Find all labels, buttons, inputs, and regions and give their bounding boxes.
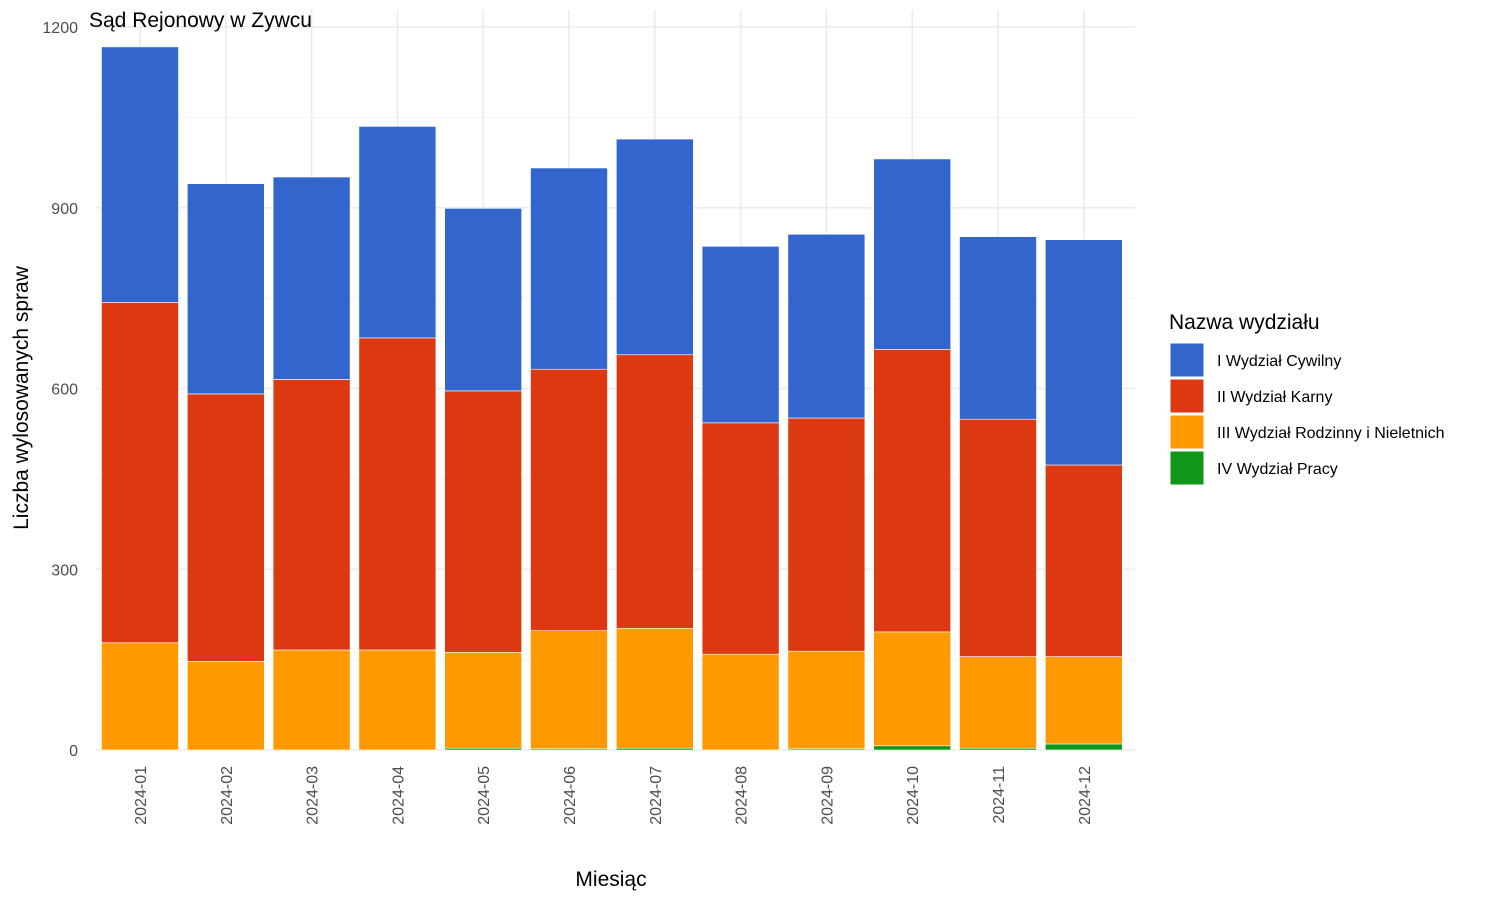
- bar-segment: [272, 176, 351, 380]
- bar-segment: [530, 368, 608, 632]
- bar-segment: [101, 302, 179, 644]
- legend-key: [1169, 450, 1205, 486]
- x-tick-label: 2024-06: [562, 766, 579, 825]
- bar-segment: [101, 642, 179, 751]
- bar-segment: [358, 126, 437, 339]
- bar-segment: [615, 354, 694, 629]
- y-tick-label: 600: [51, 382, 78, 399]
- bar-segment: [187, 393, 265, 662]
- bar-segment: [873, 349, 952, 633]
- bar-segment: [187, 183, 265, 395]
- bar-segment: [358, 337, 437, 651]
- x-axis-title: Miesiąc: [575, 868, 646, 891]
- x-tick-label: 2024-04: [390, 766, 407, 825]
- bar-segment: [444, 390, 523, 653]
- bar-segment: [787, 417, 866, 652]
- y-tick-label: 1200: [42, 20, 78, 37]
- x-tick-label: 2024-05: [476, 766, 493, 825]
- bar-segment: [873, 158, 952, 350]
- bar-segment: [358, 649, 437, 751]
- y-tick-label: 0: [69, 743, 78, 760]
- bar-segment: [787, 233, 866, 419]
- bar-segment: [530, 630, 608, 750]
- bar-segment: [444, 652, 523, 749]
- legend-key: [1169, 378, 1205, 414]
- y-tick-label: 900: [51, 201, 78, 218]
- bar-segment: [959, 656, 1037, 749]
- bar-segment: [959, 236, 1037, 420]
- bar-segment: [187, 661, 265, 751]
- bar-segment: [272, 649, 351, 751]
- bar-segment: [615, 138, 694, 356]
- y-axis-ticks: 0 300 600 900 1200: [42, 20, 78, 760]
- bar-segment: [1045, 656, 1123, 745]
- x-tick-label: 2024-12: [1077, 766, 1094, 825]
- x-tick-label: 2024-11: [991, 766, 1008, 824]
- bars: [101, 46, 1123, 751]
- legend-label: I Wydział Cywilny: [1217, 353, 1341, 370]
- bar-segment: [787, 650, 866, 750]
- x-tick-label: 2024-03: [305, 766, 322, 825]
- bar-segment: [873, 631, 952, 747]
- legend-label: II Wydział Karny: [1217, 389, 1332, 406]
- bar-segment: [701, 653, 780, 751]
- x-tick-label: 2024-09: [819, 766, 836, 825]
- legend-label: IV Wydział Pracy: [1217, 461, 1338, 478]
- bar-segment: [1045, 464, 1123, 657]
- x-tick-label: 2024-01: [133, 766, 150, 825]
- x-axis-ticks: 2024-01 2024-02 2024-03 2024-04 2024-05 2024-…: [133, 766, 1094, 825]
- x-tick-label: 2024-08: [734, 766, 751, 825]
- legend-key: [1169, 342, 1205, 378]
- x-tick-label: 2024-07: [648, 766, 665, 825]
- bar-segment: [444, 208, 523, 392]
- bar-segment: [701, 422, 780, 655]
- bar-segment: [272, 379, 351, 651]
- bar-segment: [101, 46, 179, 303]
- bar-segment: [701, 246, 780, 424]
- bar-segment: [615, 627, 694, 749]
- x-tick-label: 2024-10: [905, 766, 922, 825]
- bar-segment: [959, 418, 1037, 657]
- legend-key: [1169, 414, 1205, 450]
- chart-title: Sąd Rejonowy w Zywcu: [89, 9, 312, 32]
- y-axis-title: Liczba wylosowanych spraw: [10, 265, 33, 530]
- y-tick-label: 300: [51, 562, 78, 579]
- legend: Nazwa wydziału I Wydział Cywilny II Wydzi…: [1169, 311, 1445, 486]
- bar-segment: [873, 745, 952, 751]
- bar-segment: [1045, 239, 1123, 466]
- x-tick-label: 2024-02: [219, 766, 236, 825]
- bar-segment: [530, 167, 608, 370]
- legend-label: III Wydział Rodzinny i Nieletnich: [1217, 425, 1445, 442]
- bar-segment: [1045, 743, 1123, 751]
- legend-title: Nazwa wydziału: [1169, 311, 1320, 334]
